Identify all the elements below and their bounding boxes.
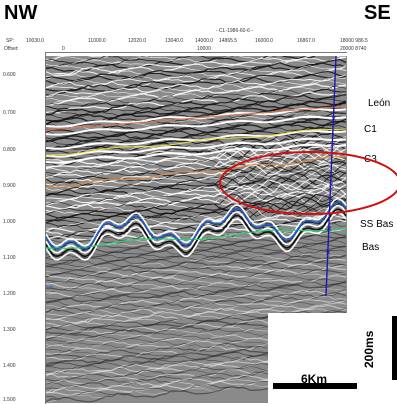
offset-value: 0 [62, 46, 65, 52]
well-marker: × [329, 140, 336, 149]
sp-value: 10030.0 [26, 38, 45, 44]
sp-value: 14865.5 [219, 38, 238, 44]
well-marker: × [330, 114, 337, 123]
nw-direction-label: NW [4, 2, 38, 24]
left-horizon-tag-c1: C1 [46, 153, 52, 158]
plot-frame [45, 52, 348, 404]
sp-label: SP: [6, 38, 15, 44]
horizon-label-c3: C3 [364, 154, 377, 165]
horizon-line-leon [46, 105, 347, 131]
well-marker: × [326, 224, 333, 233]
sp-value-right: 18000 986.5 [340, 38, 368, 44]
time-tick: 1.300 [3, 327, 16, 333]
time-tick: 1.000 [3, 219, 16, 225]
time-tick: 0.900 [3, 183, 16, 189]
sp-value: 16867.0 [297, 38, 316, 44]
vertical-scale-label: 200ms [362, 330, 376, 368]
se-direction-label: SE [364, 2, 391, 24]
sp-value: 13040.0 [165, 38, 184, 44]
sp-value: 14000.0 [195, 38, 214, 44]
scale-bar-box [268, 313, 397, 403]
time-tick: 1.400 [3, 363, 16, 369]
horizon-label-leon: León [368, 98, 391, 109]
offset-value-right: 20000 8740 [340, 46, 367, 52]
horizon-label-ss-bas: SS Bas [360, 219, 394, 230]
time-tick: 0.800 [3, 147, 16, 153]
left-horizon-tag-bas: Bas [46, 284, 53, 289]
horizontal-scale-label: 6Km [301, 372, 328, 386]
section-id: - CL-1986-60-6 - [216, 28, 253, 34]
horizon-label-c1: C1 [364, 124, 377, 135]
offset-value: 10000 [197, 46, 211, 52]
time-tick: 0.700 [3, 110, 16, 116]
horizon-line-c1 [46, 128, 347, 156]
time-tick: 0.600 [3, 72, 16, 78]
left-horizon-tag-c3: C3 [46, 182, 52, 187]
left-horizon-tag-ss-bas: SS Bas [46, 247, 60, 252]
time-tick: 1.100 [3, 255, 16, 261]
horizontal-scale-bar [273, 383, 357, 389]
offset-label: Offset: [4, 46, 19, 52]
left-horizon-tag-leon: León [46, 127, 55, 132]
horizon-label-bas: Bas [362, 242, 380, 253]
well-marker: × [328, 180, 335, 189]
time-tick: 1.500 [3, 397, 16, 403]
sp-value: 16000.0 [255, 38, 274, 44]
time-tick: 1.200 [3, 291, 16, 297]
vertical-scale-bar [392, 316, 397, 380]
horizon-line-bas [46, 200, 347, 250]
sp-value: 11000.0 [88, 38, 106, 44]
well-marker: × [325, 248, 332, 257]
sp-value: 12020.0 [128, 38, 147, 44]
